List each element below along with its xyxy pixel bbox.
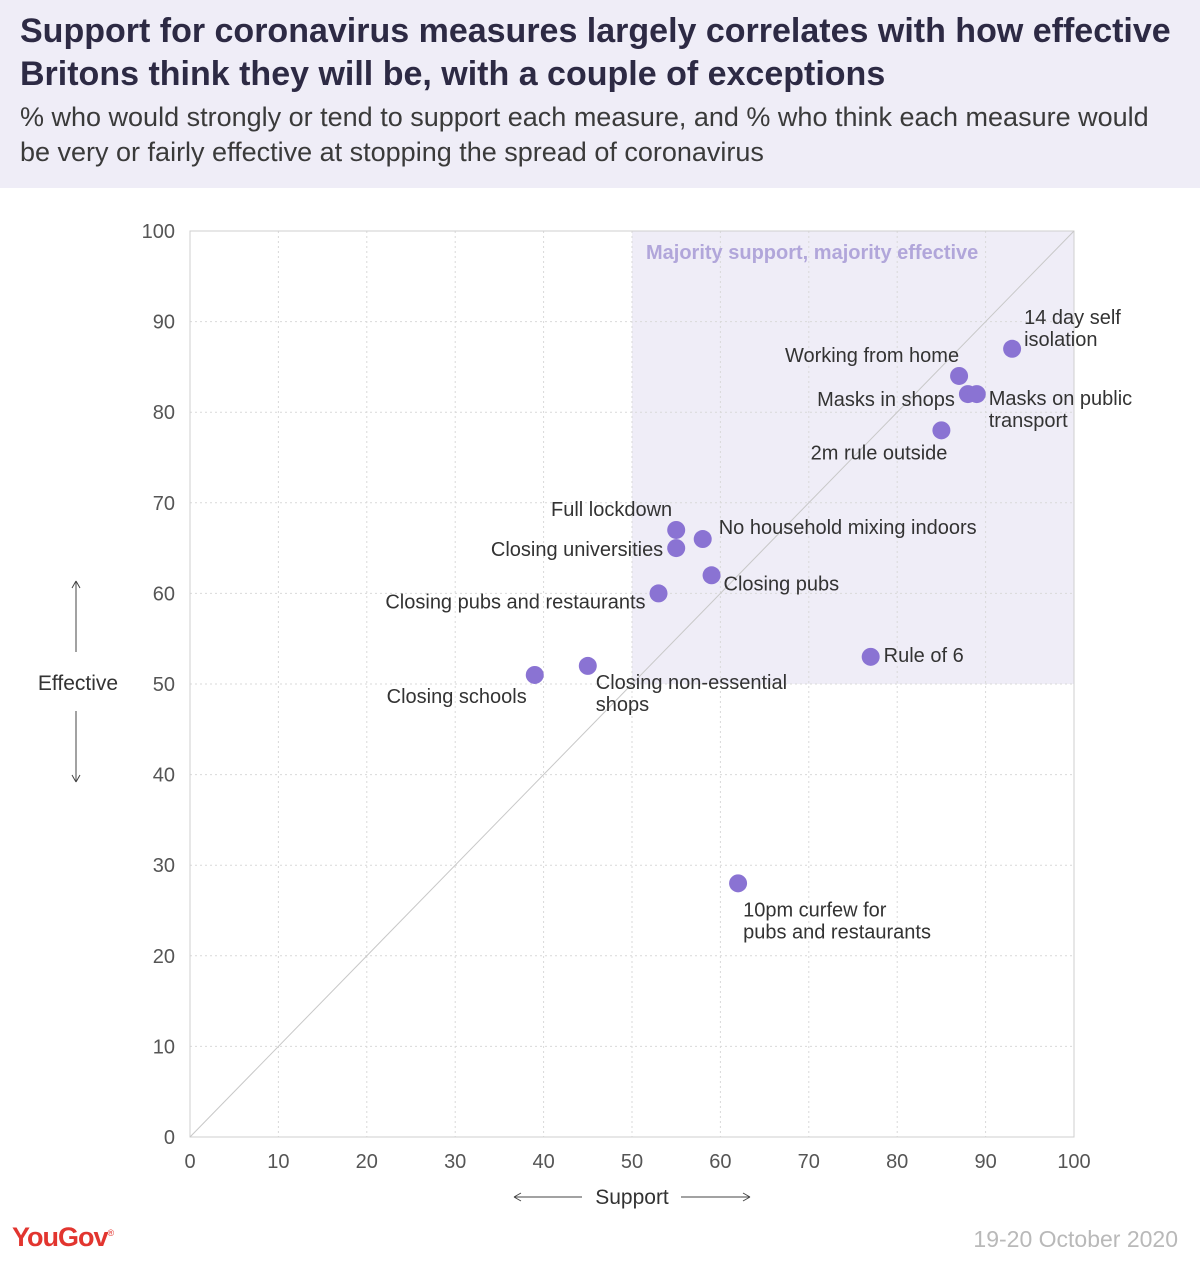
data-point [649,584,668,603]
data-point [525,665,544,684]
data-point [667,520,686,539]
data-point [693,530,712,549]
chart-subtitle: % who would strongly or tend to support … [20,102,1149,167]
data-point [1003,339,1022,358]
data-point-label-line: Masks in shops [817,389,955,411]
data-point-label: 10pm curfew for pubs and restaurants [743,899,931,943]
scatter-plot: Majority support, majority effective 0 10 2… [38,221,1132,1209]
x-axis-arrowhead-left [513,1192,522,1202]
y-tick-label: 30 [153,855,175,877]
y-tick-label: 60 [153,583,175,605]
data-point-label-line: 14 day self [1024,307,1121,329]
data-point-label-line: Closing pubs [724,573,840,595]
data-point-label: Rule of 6 [884,645,964,667]
y-tick-label: 50 [153,674,175,696]
data-point [729,874,748,893]
x-axis-label: Support [595,1186,669,1209]
x-tick-label: 30 [444,1151,466,1173]
data-point [950,366,969,385]
data-point-label: No household mixing indoors [719,517,977,539]
data-point-label-line: Full lockdown [551,499,672,521]
x-tick-label: 60 [709,1151,731,1173]
data-point [932,421,951,440]
data-point-label-line: No household mixing indoors [719,517,977,539]
data-point-label-line: Closing schools [387,686,527,708]
data-point-label: Full lockdown [551,499,672,521]
data-point-label-line: Closing non-essential [596,672,787,694]
data-point-label-line: isolation [1024,329,1097,351]
y-axis-label: Effective [38,672,118,695]
header: Support for coronavirus measures largely… [0,0,1200,188]
y-axis-arrowhead-down [71,774,81,783]
data-point-label-line: Working from home [785,345,959,367]
y-tick-label: 40 [153,765,175,787]
data-point-label: Closing pubs [724,573,840,595]
data-point [578,656,597,675]
y-tick-label: 70 [153,493,175,515]
x-tick-label: 0 [184,1151,195,1173]
data-point-label-line: shops [596,694,649,716]
y-tick-label: 80 [153,402,175,424]
data-point [861,647,880,666]
data-point-label-line: Closing pubs and restaurants [385,591,645,613]
data-point-label: Closing pubs and restaurants [385,591,645,613]
x-tick-label: 50 [621,1151,643,1173]
data-point [967,385,986,404]
data-point-label-line: Closing universities [491,539,663,561]
y-tick-label: 10 [153,1036,175,1058]
plot-frame [189,230,1075,1138]
data-point-label-line: Rule of 6 [884,645,964,667]
data-point-label: Working from home [785,345,959,367]
y-tick-label: 0 [164,1127,175,1149]
data-point-label-line: transport [989,410,1068,432]
x-axis-arrowhead-right [742,1192,751,1202]
data-point-label-line: 2m rule outside [811,442,948,464]
survey-date: 19-20 October 2020 [973,1226,1178,1252]
data-point-label-line: Masks on public [989,388,1132,410]
data-point [667,539,686,558]
data-point-label: 2m rule outside [811,442,948,464]
data-point-label: 14 day self isolation [1024,307,1121,351]
data-point-label: Masks on public transport [989,388,1132,432]
x-tick-label: 100 [1057,1151,1090,1173]
x-tick-label: 70 [798,1151,820,1173]
data-point-label-line: pubs and restaurants [743,921,931,943]
data-point-label: Masks in shops [817,389,955,411]
x-tick-label: 90 [974,1151,996,1173]
x-tick-label: 20 [356,1151,378,1173]
x-tick-label: 10 [267,1151,289,1173]
region-label: Majority support, majority effective [646,242,978,264]
data-point-label: Closing universities [491,539,663,561]
diagonal-reference-line [189,230,1075,1138]
y-tick-label: 90 [153,312,175,334]
y-tick-label: 100 [142,221,175,243]
yougov-logo: YouGov® [12,1222,114,1252]
data-point-label-line: 10pm curfew for [743,899,887,921]
data-point-label: Closing non-essential shops [596,672,787,716]
y-tick-label: 20 [153,946,175,968]
y-axis-arrowhead-up [71,580,81,589]
x-tick-label: 80 [886,1151,908,1173]
x-tick-label: 40 [532,1151,554,1173]
data-point-label: Closing schools [387,686,527,708]
chart-title: Support for coronavirus measures largely… [20,12,1171,93]
data-point [702,566,721,585]
